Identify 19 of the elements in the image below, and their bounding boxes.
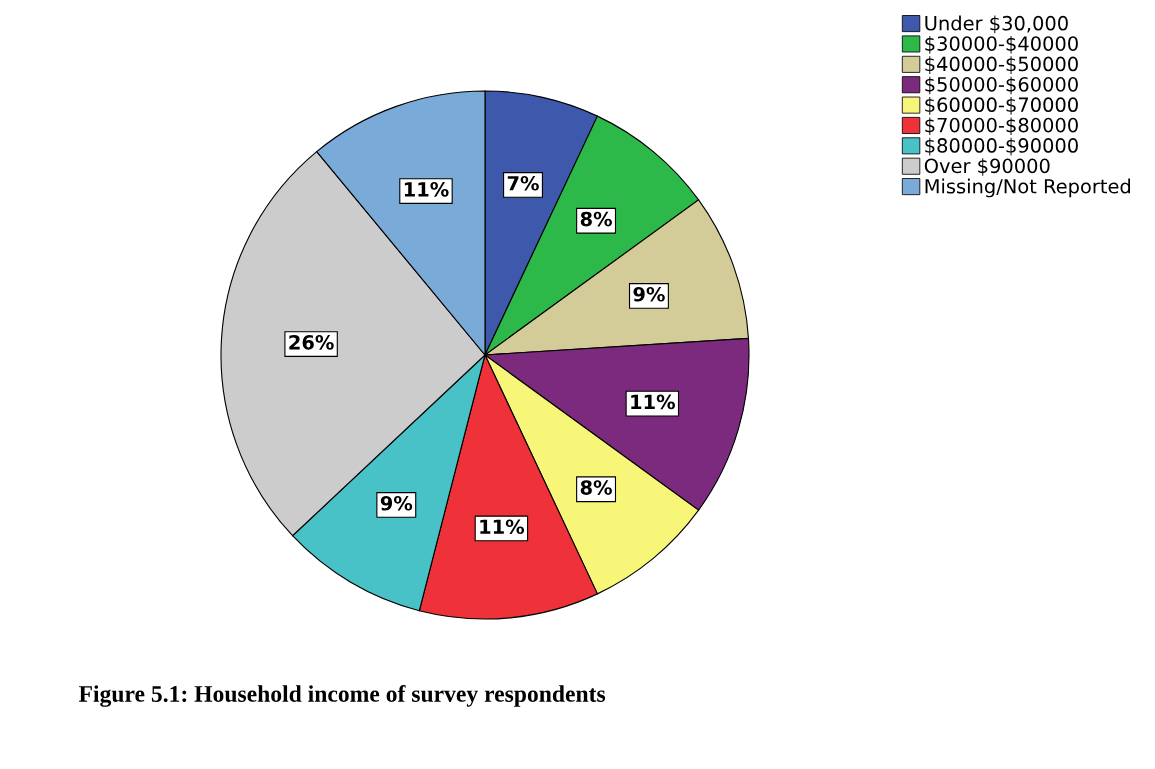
legend-label: $70000-$80000	[925, 117, 1078, 136]
data-label: 9%	[380, 495, 413, 511]
legend-label: $50000-$60000	[925, 76, 1078, 95]
data-label: 8%	[580, 480, 612, 495]
data-label: 11%	[480, 519, 525, 535]
legend-label: $30000-$40000	[925, 35, 1078, 54]
legend-label: $60000-$70000	[925, 97, 1078, 115]
data-label: 8%	[580, 211, 612, 227]
legend-label: Over $90000	[924, 158, 1050, 176]
legend-label: Missing/Not Reported	[925, 178, 1131, 198]
legend-label: Under $30,000	[925, 15, 1068, 34]
legend-label: $40000-$50000	[925, 56, 1078, 74]
data-label: 11%	[631, 394, 675, 410]
text: Figure 5.1: Household income of survey respondents	[78, 685, 606, 707]
data-label: 26%	[289, 334, 334, 350]
data-label: 7%	[507, 175, 539, 191]
data-label: 9%	[633, 286, 665, 302]
data-label: 11%	[404, 181, 449, 197]
legend-label: $80000-$90000	[925, 137, 1078, 156]
